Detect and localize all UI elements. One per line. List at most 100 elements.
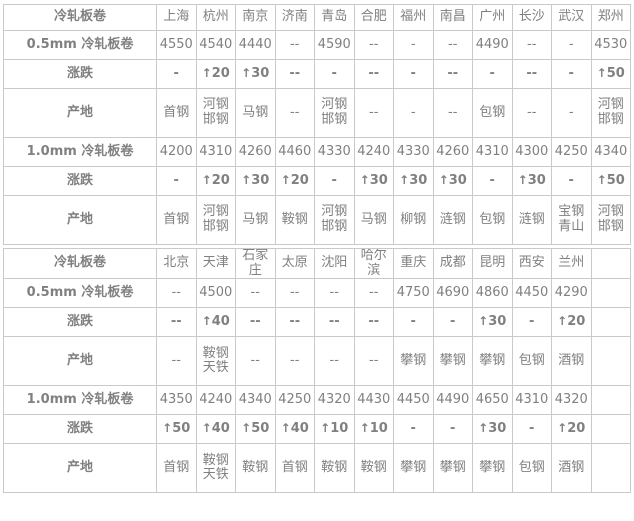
table-row: 产地 -- 鞍钢 天铁 -- -- -- -- 攀钢 攀钢 攀钢 包钢 酒钢 <box>3 336 631 387</box>
no-data-cell: - <box>551 30 592 60</box>
origin-line: 首钢 <box>281 459 308 475</box>
arrow-up-icon: ↑ <box>201 172 212 187</box>
origin-cell: 包钢 <box>472 195 513 245</box>
price-cell: 4550 <box>156 30 197 60</box>
no-data-cell: -- <box>274 336 315 387</box>
origin-line: 天铁 <box>202 467 229 483</box>
arrow-up-icon: ↑ <box>241 420 252 435</box>
origin-line: 包钢 <box>518 459 545 475</box>
price-cell: 4320 <box>314 385 355 416</box>
origin-cell: 鞍钢 <box>353 443 394 494</box>
change-flat-cell: - <box>511 414 552 445</box>
table-row: 涨跌 -- ↑40 -- -- -- -- - - ↑30- ↑20 <box>3 307 631 338</box>
city-header-0: 北京 <box>156 247 197 280</box>
origin-cell: 包钢 <box>511 443 552 494</box>
row-label-row-10-origin: 产地 <box>3 195 157 245</box>
city-header-line: 昆明 <box>479 255 506 271</box>
table-row: 0.5mm 冷轧板卷 4550 4540 4440 -- 4590 -- - -- 4490 -- -… <box>3 30 631 60</box>
origin-line: 包钢 <box>479 211 506 227</box>
no-data-cell: - <box>393 88 434 138</box>
change-value: 20 <box>290 172 309 188</box>
change-flat-cell: -- <box>314 307 355 338</box>
row-label-row-10-change: 涨跌 <box>3 414 157 445</box>
city-header-9: 长沙 <box>511 4 552 31</box>
change-flat-cell: -- <box>353 307 394 338</box>
row-label-row-05-price: 0.5mm 冷轧板卷 <box>3 30 157 60</box>
change-flat-cell: -- <box>235 307 276 338</box>
change-value: 40 <box>290 420 309 436</box>
origin-line: 马钢 <box>360 211 387 227</box>
change-up-cell: ↑30 <box>393 166 434 196</box>
empty-cell <box>590 278 631 309</box>
arrow-up-icon: ↑ <box>359 420 370 435</box>
city-header-0: 上海 <box>156 4 197 31</box>
origin-cell: 攀钢 <box>432 443 473 494</box>
empty-cell <box>590 414 631 445</box>
change-value: 10 <box>369 420 388 436</box>
change-up-cell: ↑30 <box>511 166 552 196</box>
arrow-up-icon: ↑ <box>478 313 489 328</box>
city-header-line: 西安 <box>518 255 545 271</box>
origin-line: 宝钢 <box>558 204 585 220</box>
price-cell: 4430 <box>353 385 394 416</box>
city-header-line: 青岛 <box>321 9 348 25</box>
change-value: 20 <box>567 313 586 329</box>
change-up-cell: ↑30 <box>472 414 513 445</box>
price-cell: 4450 <box>511 278 552 309</box>
price-cell: 4490 <box>472 30 513 60</box>
city-header-2: 石家庄 <box>235 247 276 280</box>
origin-line: 邯钢 <box>202 219 229 234</box>
change-flat-cell: - <box>472 166 513 196</box>
origin-cell: 鞍钢 天铁 <box>195 443 236 494</box>
city-header-line: 成都 <box>439 255 466 271</box>
city-header-line: 北京 <box>163 255 190 271</box>
change-value: 30 <box>527 172 546 188</box>
change-up-cell: ↑10 <box>314 414 355 445</box>
city-header-7: 南昌 <box>432 4 473 31</box>
origin-cell: 首钢 <box>156 88 197 138</box>
no-data-cell: -- <box>156 278 197 309</box>
no-data-cell: -- <box>314 336 355 387</box>
origin-line: 攀钢 <box>400 459 427 475</box>
change-value: 10 <box>330 420 349 436</box>
no-data-cell: -- <box>432 88 473 138</box>
table-row: 涨跌 - ↑20 ↑30 -- - -- - -- - -- - ↑50 <box>3 59 631 89</box>
origin-cell: 河钢 邯钢 <box>195 88 236 138</box>
origin-line: 包钢 <box>479 104 506 120</box>
price-cell: 4690 <box>432 278 473 309</box>
arrow-up-icon: ↑ <box>438 172 449 187</box>
no-data-cell: -- <box>274 88 315 138</box>
arrow-up-icon: ↑ <box>201 313 212 328</box>
origin-line: 河钢 <box>597 204 624 220</box>
price-cell: 4260 <box>432 137 473 167</box>
change-value: 30 <box>448 172 467 188</box>
price-cell: 4440 <box>235 30 276 60</box>
change-flat-cell: - <box>393 307 434 338</box>
table-east-south: 冷轧板卷 上海 杭州 南京 济南 青岛 合肥 福州 南昌 广州 长沙 武汉 郑州 0.5mm 冷轧板卷 45… <box>3 4 631 245</box>
origin-cell: 马钢 <box>235 88 276 138</box>
city-header-3: 济南 <box>274 4 315 31</box>
price-cell: 4750 <box>393 278 434 309</box>
no-data-cell: -- <box>353 30 394 60</box>
city-header-line: 广州 <box>479 9 506 25</box>
change-up-cell: ↑30 <box>472 307 513 338</box>
arrow-up-icon: ↑ <box>241 172 252 187</box>
city-header-10: 兰州 <box>551 247 592 280</box>
row-label-row-05-origin: 产地 <box>3 88 157 138</box>
price-cell: 4290 <box>551 278 592 309</box>
city-header-8: 昆明 <box>472 247 513 280</box>
table-row: 1.0mm 冷轧板卷 4350 4240 4340 4250 4320 4430 4450 44… <box>3 385 631 416</box>
row-label-row-05-change: 涨跌 <box>3 59 157 89</box>
change-up-cell: ↑30 <box>432 166 473 196</box>
origin-line: 攀钢 <box>439 459 466 475</box>
table-row: 涨跌 - ↑20 ↑30 ↑20- ↑30 ↑30 ↑30- ↑30- ↑50 <box>3 166 631 196</box>
city-header-6: 重庆 <box>393 247 434 280</box>
origin-cell: 河钢 邯钢 <box>314 195 355 245</box>
change-up-cell: ↑50 <box>235 414 276 445</box>
price-cell: 4330 <box>314 137 355 167</box>
change-up-cell: ↑10 <box>353 414 394 445</box>
table-row: 产地 首钢 鞍钢 天铁 鞍钢 首钢 鞍钢 鞍钢 攀钢 攀钢 攀钢 包钢 酒钢 <box>3 443 631 494</box>
change-flat-cell: - <box>551 59 592 89</box>
origin-cell: 河钢 邯钢 <box>590 88 631 138</box>
city-header-1: 天津 <box>195 247 236 280</box>
